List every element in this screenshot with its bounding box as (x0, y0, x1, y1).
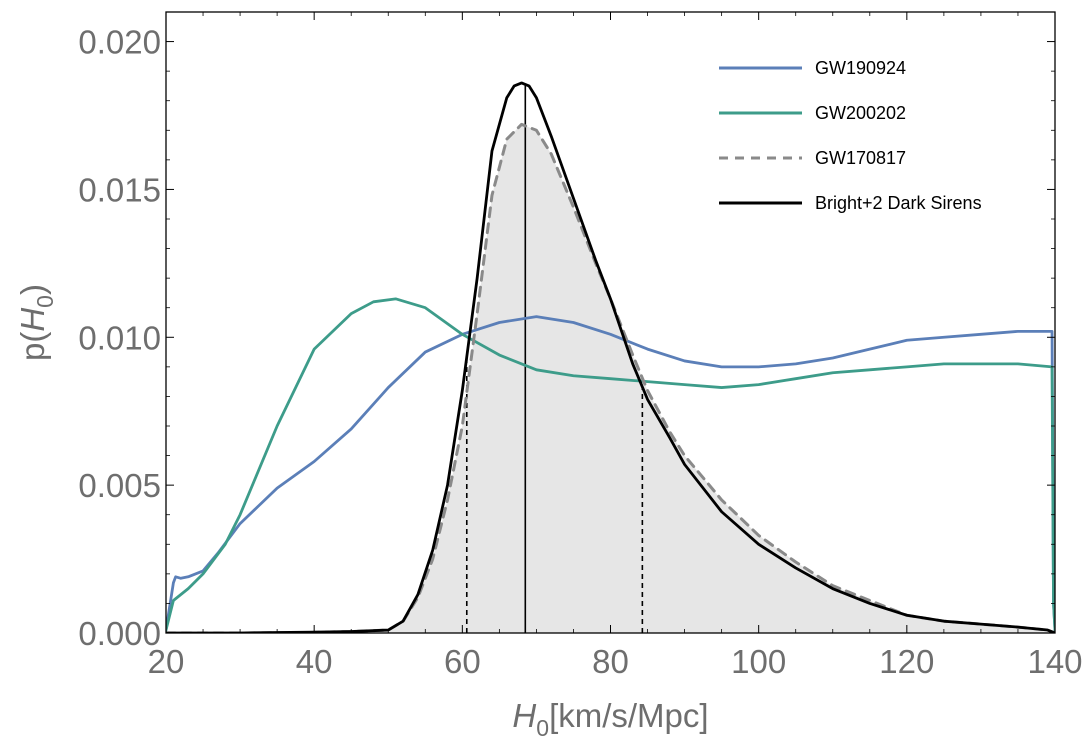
series-line-bright-2-dark-sirens (166, 81, 1055, 633)
x-tick-label: 40 (296, 643, 333, 680)
legend-item-gw190924: GW190924 (719, 58, 906, 78)
ticks-layer (165, 12, 1056, 634)
x-axis-label: H0[km/s/Mpc] (512, 697, 708, 737)
x-tick-label: 20 (148, 643, 185, 680)
y-tick-label: 0.020 (78, 24, 161, 61)
legend-label: Bright+2 Dark Sirens (815, 193, 982, 213)
plot-area (166, 81, 1055, 633)
legend-label: GW190924 (815, 58, 906, 78)
legend-label: GW170817 (815, 148, 906, 168)
plot-layer (166, 81, 1055, 633)
y-tick-label: 0.015 (78, 171, 161, 208)
legend-item-gw170817: GW170817 (719, 148, 906, 168)
legend: GW190924 GW200202 GW170817 Bright+2 Dark Si… (719, 58, 982, 213)
labels-layer: 20 40 60 80 100 120 140 0.000 0.005 0.010 0.015 0.0… (14, 24, 1083, 737)
x-tick-label: 120 (879, 643, 934, 680)
x-tick-label: 100 (731, 643, 786, 680)
x-tick-label: 60 (444, 643, 481, 680)
y-axis-label: p(H0) (14, 284, 58, 361)
y-tick-label: 0.010 (78, 319, 161, 356)
x-tick-label: 140 (1027, 643, 1082, 680)
x-tick-label: 80 (592, 643, 629, 680)
series-line-gw170817 (166, 122, 1055, 633)
series-line-gw200202 (166, 297, 1055, 632)
y-tick-label: 0.000 (78, 615, 161, 652)
series-line-gw190924 (166, 315, 1055, 632)
legend-item-gw200202: GW200202 (719, 103, 906, 123)
y-tick-label: 0.005 (78, 467, 161, 504)
legend-item-bright-2-dark-sirens: Bright+2 Dark Sirens (719, 193, 982, 213)
legend-label: GW200202 (815, 103, 906, 123)
